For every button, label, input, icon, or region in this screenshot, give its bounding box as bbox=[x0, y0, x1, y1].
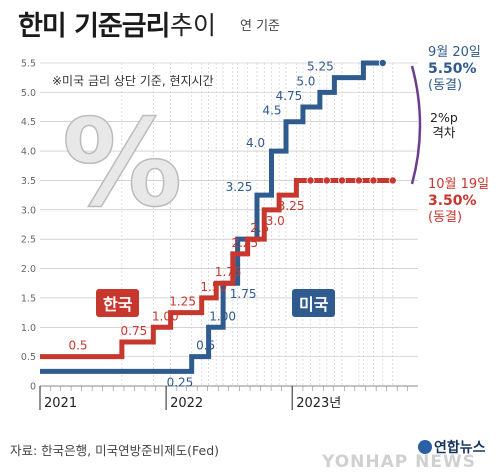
y-tick-label: 3.5 bbox=[21, 176, 36, 187]
data-label: 3.0 bbox=[266, 214, 285, 228]
logo-text: 연합뉴스 bbox=[434, 440, 486, 456]
logo-icon bbox=[418, 440, 432, 454]
data-label: 5.0 bbox=[296, 74, 315, 88]
legend-us: 미국 bbox=[292, 289, 336, 317]
data-label: 2.5 bbox=[250, 221, 269, 235]
kr-annotation-rate: 3.50% bbox=[428, 193, 477, 209]
us-annotation-rate: 5.50% bbox=[428, 61, 477, 77]
data-label: 2.25 bbox=[231, 236, 258, 250]
us-annotation: 9월 20일 5.50% (동결) bbox=[428, 45, 481, 94]
gap-value: 2%p bbox=[430, 110, 458, 125]
data-label: 3.25 bbox=[226, 180, 253, 194]
hold-marker bbox=[378, 59, 387, 68]
y-tick-label: 1.5 bbox=[21, 293, 36, 304]
gap-label: 격차 bbox=[432, 125, 456, 140]
kr-annotation: 10월 19일 3.50% (동결) bbox=[428, 177, 489, 226]
y-tick-label: 2.0 bbox=[21, 264, 36, 275]
y-tick-label: 4.0 bbox=[21, 147, 36, 158]
y-tick-label: 0.5 bbox=[21, 352, 36, 363]
chart-footnote: ※미국 금리 상단 기준, 현지시간 bbox=[52, 74, 214, 88]
data-label: 3.25 bbox=[278, 199, 305, 213]
y-tick-label: 2.5 bbox=[21, 235, 36, 246]
x-tick-label: 2023년 bbox=[296, 396, 341, 411]
y-tick-label: 5.0 bbox=[21, 88, 36, 99]
data-label-layer: 0.50.751.001.251.501.752.252.53.03.250.5… bbox=[68, 60, 333, 390]
series-line-korea bbox=[40, 177, 393, 360]
percent-sign-decoration: % bbox=[62, 95, 182, 234]
hold-marker bbox=[322, 176, 331, 185]
kr-annotation-date: 10월 19일 bbox=[428, 177, 490, 192]
hold-marker bbox=[388, 176, 397, 185]
hold-marker bbox=[337, 176, 346, 185]
y-tick-label: 5.5 bbox=[21, 59, 36, 70]
hold-marker bbox=[354, 176, 363, 185]
gap-bracket bbox=[410, 65, 422, 185]
data-label: 4.5 bbox=[262, 104, 281, 118]
us-annotation-status: (동결) bbox=[428, 78, 463, 93]
y-tick-label: 1.0 bbox=[21, 323, 36, 334]
data-label: 0.75 bbox=[121, 324, 148, 338]
data-label: 1.75 bbox=[230, 287, 257, 301]
x-tick-label: 2022 bbox=[170, 396, 203, 411]
data-label: 0.5 bbox=[68, 339, 87, 353]
hold-marker bbox=[369, 176, 378, 185]
data-label: 1.75 bbox=[215, 265, 242, 279]
watermark: YONHAP NEWS bbox=[322, 452, 476, 472]
gap-annotation: 2%p 격차 bbox=[430, 110, 458, 140]
data-label: 0.5 bbox=[196, 339, 215, 353]
y-tick-label: 3.0 bbox=[21, 205, 36, 216]
data-label: 1.00 bbox=[152, 309, 179, 323]
kr-annotation-status: (동결) bbox=[428, 210, 463, 225]
chart-unit-basis: 연 기준 bbox=[240, 19, 281, 34]
hold-marker bbox=[306, 176, 315, 185]
data-label: 5.25 bbox=[307, 60, 334, 74]
data-label: 4.0 bbox=[246, 136, 265, 150]
legend-korea: 한국 bbox=[96, 289, 140, 317]
us-annotation-date: 9월 20일 bbox=[428, 45, 481, 60]
series-line-us bbox=[40, 60, 383, 374]
data-label: 1.00 bbox=[209, 309, 236, 323]
data-label: 1.50 bbox=[200, 280, 227, 294]
publisher-logo: 연합뉴스 bbox=[418, 437, 486, 457]
data-label: 1.25 bbox=[169, 295, 196, 309]
source-credit: 자료: 한국은행, 미국연방준비제도(Fed) bbox=[10, 443, 220, 458]
series-layer bbox=[40, 59, 397, 374]
data-label: 4.75 bbox=[276, 89, 303, 103]
x-tick-label: 2021 bbox=[44, 396, 77, 411]
chart-title: 한미 기준금리 bbox=[18, 11, 170, 42]
y-tick-label: 0 bbox=[30, 382, 36, 393]
chart-title-suffix: 추이 bbox=[170, 11, 217, 40]
data-label: 0.25 bbox=[167, 375, 194, 389]
y-tick-label: 4.5 bbox=[21, 117, 36, 128]
